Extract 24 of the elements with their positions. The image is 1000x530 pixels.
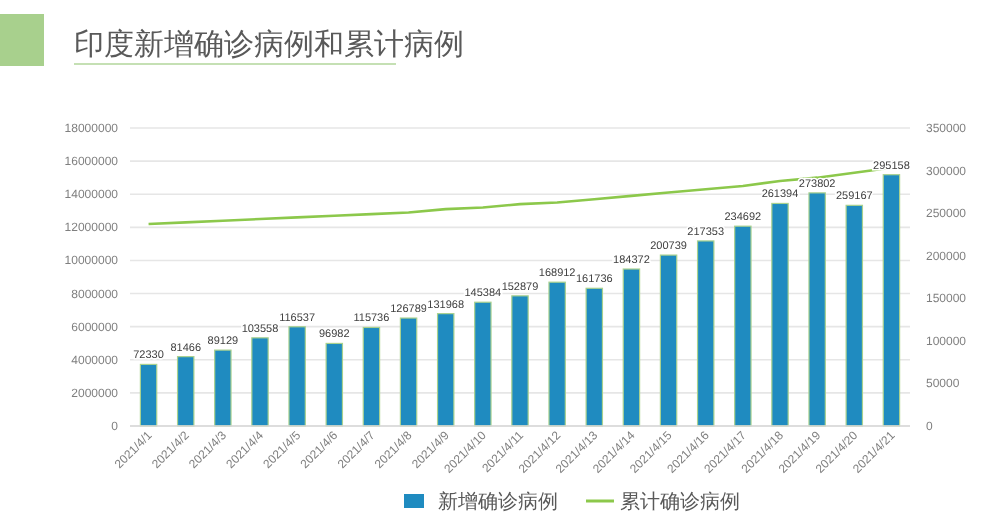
- bar: [771, 202, 789, 427]
- bar: [622, 268, 641, 427]
- bar: [734, 225, 752, 427]
- bar: [474, 301, 492, 427]
- bar: [436, 313, 455, 427]
- legend-label: 新增确诊病例: [438, 490, 558, 514]
- bar: [845, 204, 864, 427]
- bar: [214, 349, 232, 427]
- bar: [696, 240, 715, 427]
- bar: [176, 356, 195, 427]
- bar: [511, 295, 529, 427]
- bar: [251, 337, 269, 427]
- bar: [288, 326, 306, 427]
- bar: [548, 281, 566, 427]
- bar: [882, 174, 901, 427]
- bar: [585, 287, 604, 427]
- bar: [808, 192, 826, 427]
- bar: [659, 254, 678, 427]
- bar: [325, 342, 344, 427]
- bar: [399, 317, 418, 427]
- legend-label: 累计确诊病例: [620, 490, 740, 514]
- chart-title: 印度新增确诊病例和累计病例: [74, 28, 464, 62]
- bar: [139, 363, 158, 427]
- bar: [362, 326, 381, 427]
